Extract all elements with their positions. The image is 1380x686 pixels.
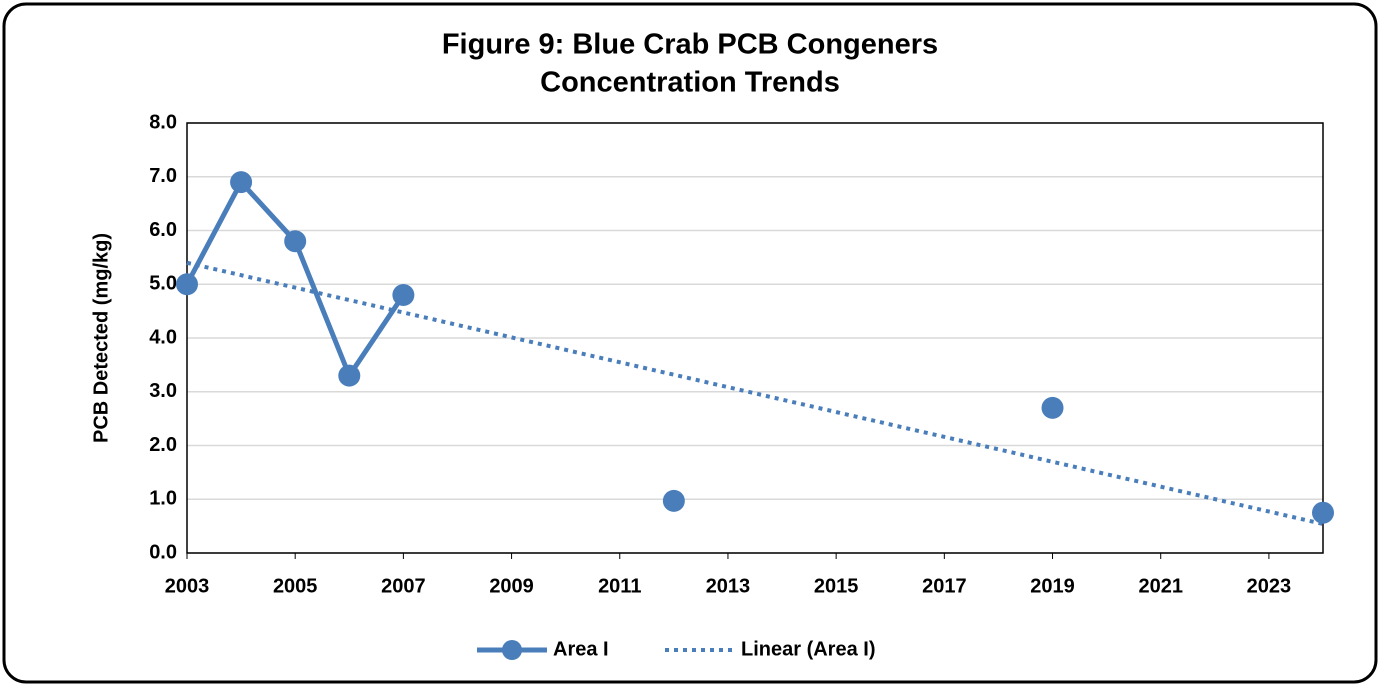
y-tick-label: 5.0 — [149, 273, 177, 295]
data-point — [1312, 501, 1334, 524]
y-tick-label: 8.0 — [149, 111, 177, 133]
data-point — [176, 273, 198, 296]
data-point — [392, 284, 415, 306]
y-tick-label: 4.0 — [149, 326, 177, 348]
y-tick-label: 0.0 — [149, 541, 177, 563]
y-tick-label: 6.0 — [149, 219, 177, 241]
data-point — [230, 171, 253, 194]
y-tick-label: 7.0 — [149, 165, 177, 187]
x-tick-label: 2003 — [165, 575, 210, 597]
legend-label: Linear (Area I) — [741, 638, 875, 660]
legend-label: Area I — [553, 638, 609, 660]
y-tick-label: 1.0 — [149, 488, 177, 510]
data-point — [338, 364, 361, 387]
y-tick-label: 2.0 — [149, 434, 177, 456]
plot-area — [186, 122, 1324, 554]
x-tick-label: 2023 — [1247, 575, 1292, 597]
x-tick-label: 2009 — [489, 575, 534, 597]
x-tick-label: 2011 — [598, 575, 641, 597]
x-tick-label: 2019 — [1030, 575, 1075, 597]
chart-title: Figure 9: Blue Crab PCB Congeners — [442, 29, 938, 61]
x-tick-label: 2005 — [273, 575, 318, 597]
y-tick-label: 3.0 — [149, 380, 177, 402]
x-tick-label: 2013 — [706, 575, 751, 597]
x-tick-label: 2007 — [381, 575, 426, 597]
legend-marker — [502, 640, 522, 660]
data-point — [1041, 396, 1064, 419]
chart-title: Concentration Trends — [540, 67, 840, 99]
data-point — [284, 230, 307, 253]
x-tick-label: 2021 — [1138, 575, 1183, 597]
x-tick-label: 2015 — [814, 575, 859, 597]
x-tick-label: 2017 — [922, 575, 967, 597]
y-axis-label: PCB Detected (mg/kg) — [90, 233, 112, 443]
data-point — [662, 489, 685, 512]
